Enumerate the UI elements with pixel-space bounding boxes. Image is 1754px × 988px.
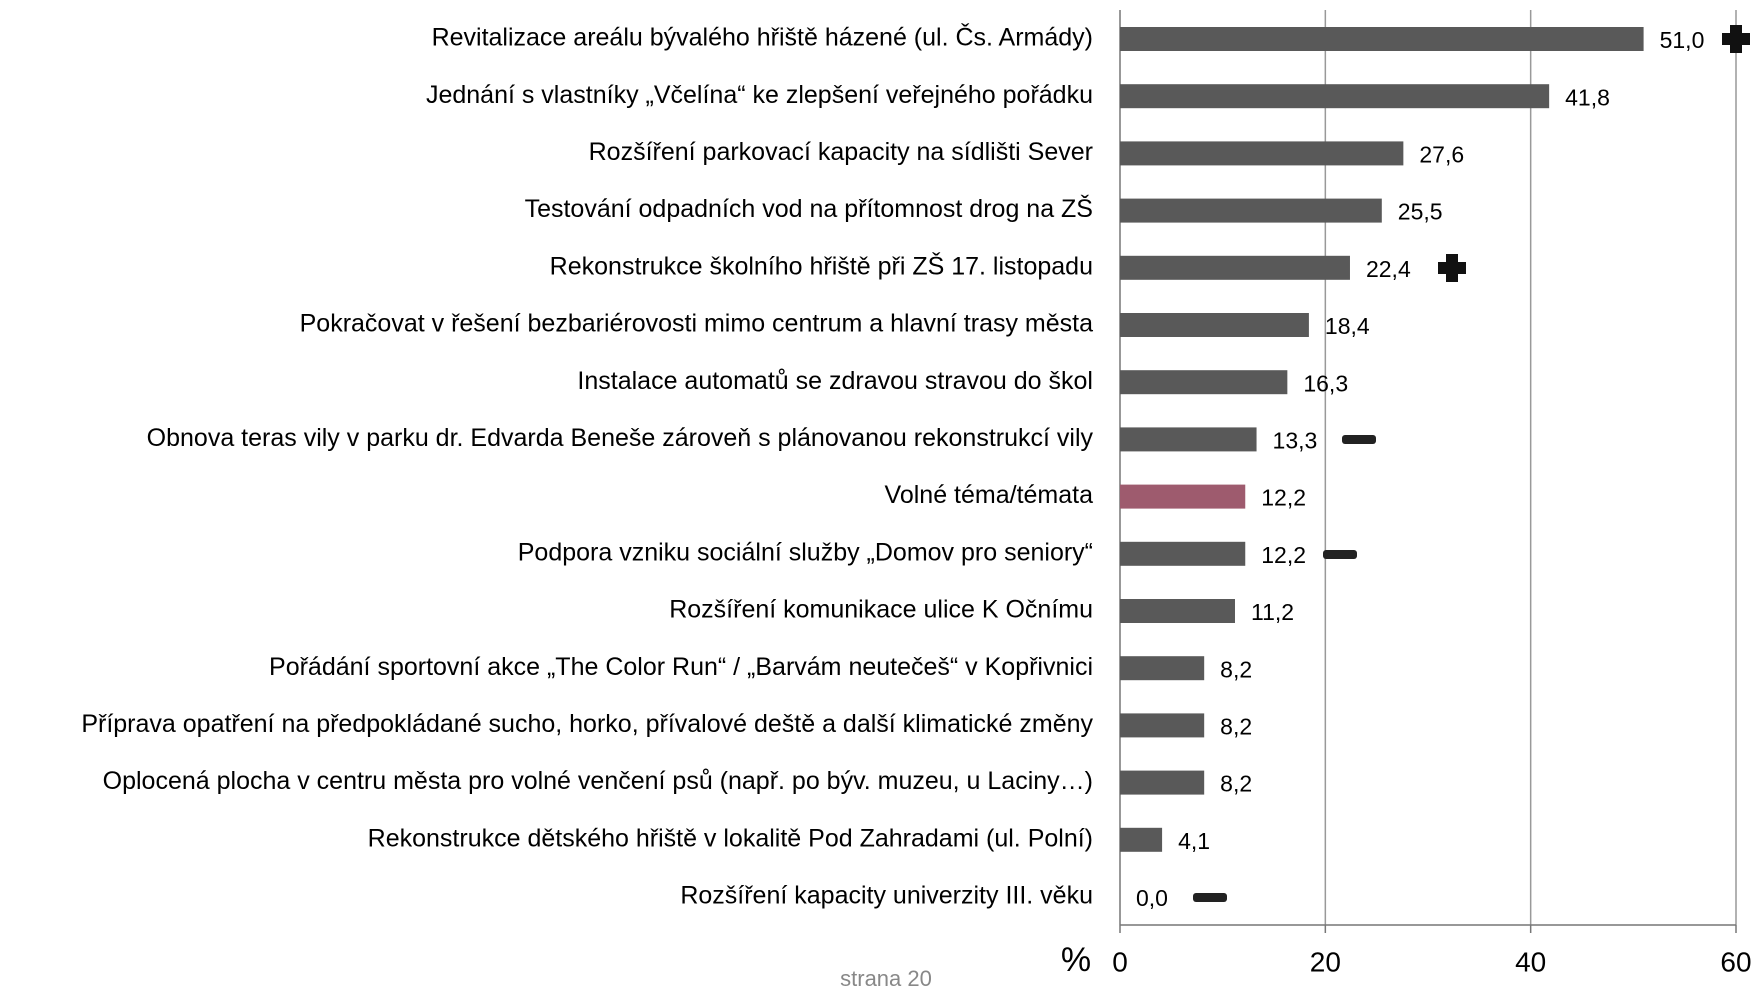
bar	[1120, 599, 1235, 623]
bar	[1120, 84, 1550, 109]
category-label: Podpora vzniku sociální služby „Domov pr…	[518, 538, 1093, 566]
value-label: 13,3	[1273, 427, 1318, 453]
plus-icon	[1438, 254, 1466, 282]
value-label: 8,2	[1220, 656, 1252, 682]
x-tick-label: 20	[1310, 946, 1341, 977]
bar	[1120, 141, 1404, 166]
category-label: Obnova teras vily v parku dr. Edvarda Be…	[147, 424, 1094, 452]
bar	[1120, 656, 1205, 681]
footer: strana 20	[840, 966, 932, 988]
category-label: Pokračovat v řešení bezbariérovosti mimo…	[300, 310, 1093, 338]
bar	[1120, 770, 1205, 795]
value-label: 0,0	[1136, 885, 1168, 911]
bar	[1120, 255, 1350, 280]
trend-icons	[1193, 25, 1750, 902]
category-label: Jednání s vlastníky „Včelína“ ke zlepšen…	[426, 81, 1093, 109]
minus-icon	[1193, 893, 1227, 902]
bar	[1120, 27, 1644, 51]
minus-icon	[1342, 435, 1376, 444]
value-label: 12,2	[1261, 542, 1306, 568]
plus-icon	[1722, 25, 1750, 53]
value-label: 16,3	[1303, 370, 1348, 396]
value-label: 18,4	[1325, 313, 1370, 339]
minus-icon	[1323, 550, 1357, 559]
bar	[1120, 198, 1382, 223]
category-label: Testování odpadních vod na přítomnost dr…	[525, 194, 1093, 223]
category-label: Instalace automatů se zdravou stravou do…	[577, 367, 1093, 395]
value-label: 8,2	[1220, 713, 1252, 739]
value-label: 51,0	[1660, 27, 1705, 53]
bar	[1120, 370, 1288, 395]
category-label: Příprava opatření na předpokládané sucho…	[81, 710, 1093, 738]
category-label: Oplocená plocha v centru města pro volné…	[103, 767, 1093, 795]
category-label: Volné téma/témata	[885, 481, 1094, 509]
value-label: 8,2	[1220, 771, 1252, 797]
x-tick-label: 40	[1515, 946, 1546, 977]
bar	[1120, 541, 1246, 566]
value-label: 12,2	[1261, 485, 1306, 511]
value-label: 22,4	[1366, 256, 1411, 282]
bar	[1120, 313, 1309, 337]
value-label: 11,2	[1251, 599, 1294, 625]
value-label: 4,1	[1178, 828, 1210, 854]
category-label: Revitalizace areálu bývalého hřiště háze…	[432, 23, 1093, 52]
bar	[1120, 427, 1257, 452]
x-tick-label: 60	[1720, 946, 1751, 977]
category-label: Rozšíření parkovací kapacity na sídlišti…	[589, 138, 1093, 166]
bar	[1120, 484, 1246, 509]
value-label: 41,8	[1565, 84, 1610, 110]
x-tick-label: 0	[1112, 946, 1128, 977]
category-label: Rozšíření komunikace ulice K Očnímu	[669, 596, 1093, 624]
bar	[1120, 827, 1163, 852]
category-label: Pořádání sportovní akce „The Color Run“ …	[269, 653, 1093, 681]
bar	[1120, 713, 1205, 738]
category-label: Rekonstrukce školního hřiště při ZŠ 17. …	[550, 251, 1093, 280]
category-label: Rozšíření kapacity univerzity III. věku	[680, 882, 1093, 910]
category-label: Rekonstrukce dětského hřiště v lokalitě …	[368, 824, 1093, 852]
x-axis-label: %	[1061, 941, 1091, 979]
value-label: 25,5	[1398, 199, 1443, 225]
value-label: 27,6	[1419, 141, 1464, 167]
